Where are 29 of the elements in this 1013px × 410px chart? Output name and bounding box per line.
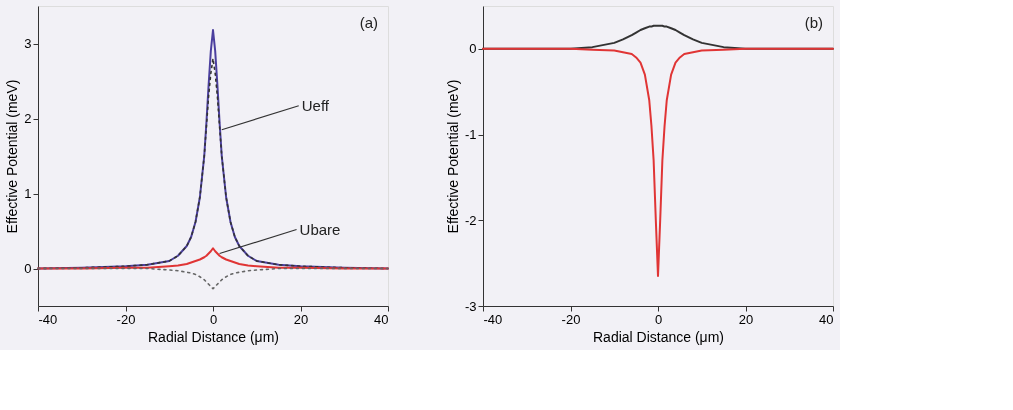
x-tick-label: -20 — [561, 311, 581, 327]
x-axis-title: Radial Distance (μm) — [148, 328, 279, 345]
line-series — [37, 247, 389, 270]
x-tick-label: 20 — [738, 311, 754, 327]
y-tick-label: 1 — [24, 186, 32, 201]
y-tick-label: -2 — [464, 212, 477, 228]
y-axis-title: Effective Potential (meV) — [4, 79, 21, 234]
y-axis-title: Effective Potential (meV) — [444, 79, 461, 234]
line-series — [37, 267, 389, 290]
annotation: Ueff — [301, 96, 330, 114]
x-tick-label: 0 — [654, 311, 663, 327]
text: (b) — [804, 14, 823, 31]
x-tick-label: 40 — [819, 311, 834, 327]
x-axis-title: Radial Distance (μm) — [593, 328, 724, 345]
y-tick-label: -1 — [464, 127, 477, 143]
y-tick-label: 3 — [24, 36, 32, 51]
y-tick-label: 0 — [24, 261, 32, 276]
x-tick-label: -20 — [116, 311, 136, 327]
text: (a) — [359, 14, 378, 31]
x-tick-label: -40 — [38, 311, 58, 327]
x-tick-label: 40 — [374, 311, 389, 327]
annotation: Ubare — [299, 220, 341, 238]
x-tick-label: -40 — [483, 311, 503, 327]
y-tick-label: -3 — [464, 298, 477, 314]
y-tick-label: 0 — [469, 41, 477, 57]
line-series — [482, 47, 834, 277]
x-tick-label: 0 — [209, 311, 218, 327]
y-tick-label: 2 — [24, 111, 32, 126]
x-tick-label: 20 — [293, 311, 309, 327]
